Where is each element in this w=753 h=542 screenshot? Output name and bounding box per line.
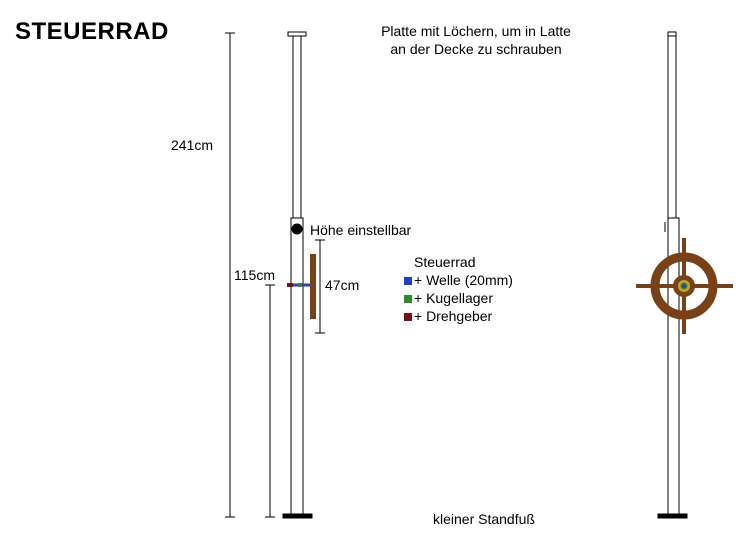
wheel-height-dimension <box>265 284 275 518</box>
ceiling-plate-note: Platte mit Löchern, um in Latte an der D… <box>346 22 606 58</box>
wheel-diameter-dimension <box>315 239 325 334</box>
lower-tube <box>290 217 304 517</box>
wheel-height-label: 115cm <box>234 267 275 283</box>
legend-title: Steuerrad <box>414 254 476 270</box>
front-view-pole <box>657 31 688 519</box>
front-ceiling-plate <box>667 31 677 37</box>
bearing-swatch <box>404 295 412 303</box>
front-view-wheel <box>636 238 733 334</box>
legend: Steuerrad + Welle (20mm) + Kugellager + … <box>404 253 513 325</box>
encoder-swatch <box>404 313 412 321</box>
legend-item-label: + Drehgeber <box>414 308 493 324</box>
legend-item-shaft: + Welle (20mm) <box>404 271 513 289</box>
shaft-swatch <box>404 277 412 285</box>
upper-tube <box>292 35 302 227</box>
height-clamp-knob <box>291 223 303 235</box>
stand-foot <box>282 513 313 519</box>
ceiling-plate-note-line2: an der Decke zu schrauben <box>390 41 562 57</box>
adjustable-height-label: Höhe einstellbar <box>310 222 412 238</box>
front-upper-tube <box>667 35 677 227</box>
legend-item-encoder: + Drehgeber <box>404 307 513 325</box>
encoder-mark <box>287 283 293 287</box>
stand-label: kleiner Standfuß <box>433 511 535 527</box>
legend-item-label: + Kugellager <box>414 290 494 306</box>
total-height-label: 241cm <box>171 137 214 153</box>
side-view-wheel <box>287 254 316 319</box>
bearing-mark <box>298 283 302 287</box>
ceiling-plate <box>287 31 307 37</box>
hub-shaft <box>682 284 686 288</box>
front-stand-foot <box>657 513 688 519</box>
diagram-title: STEUERRAD <box>15 18 169 45</box>
wheel-diameter-label: 47cm <box>325 277 360 293</box>
legend-item-bearing: + Kugellager <box>404 289 513 307</box>
total-height-dimension <box>225 32 235 518</box>
side-view-pole <box>282 31 313 519</box>
ceiling-plate-note-line1: Platte mit Löchern, um in Latte <box>381 23 571 39</box>
wheel-rim-side <box>310 254 316 319</box>
legend-item-label: + Welle (20mm) <box>414 272 513 288</box>
